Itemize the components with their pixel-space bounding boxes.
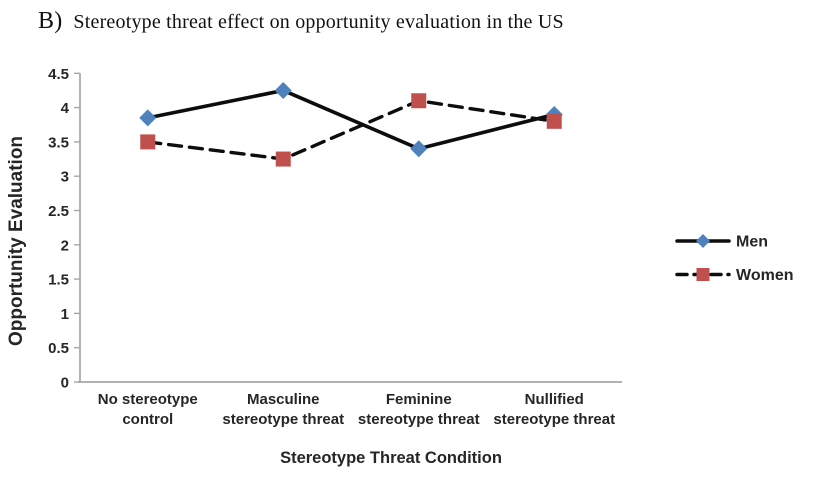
y-tick-label: 4 <box>61 100 70 117</box>
panel-label: B) <box>38 8 63 34</box>
legend-label-men: Men <box>736 234 768 251</box>
y-tick-label: 4.5 <box>48 66 69 83</box>
marker-men-0 <box>139 109 157 127</box>
marker-men-1 <box>274 81 292 99</box>
y-tick-label: 1 <box>61 306 69 323</box>
marker-women-3 <box>546 113 562 129</box>
chart-title: B) Stereotype threat effect on opportunit… <box>38 8 564 35</box>
y-tick-label: 2 <box>61 237 69 254</box>
x-axis-title: Stereotype Threat Condition <box>280 449 502 467</box>
y-tick-label: 2.5 <box>48 203 69 220</box>
legend-marker-women <box>696 268 710 281</box>
marker-women-1 <box>275 151 291 167</box>
y-axis-title: Opportunity Evaluation <box>6 136 27 346</box>
y-tick-label: 0.5 <box>48 340 69 357</box>
series-line-women <box>146 99 556 161</box>
x-category-label: Masculine stereotype threat <box>222 391 344 428</box>
marker-men-2 <box>410 140 428 158</box>
series-line-men <box>145 88 557 151</box>
chart-title-text: Stereotype threat effect on opportunity … <box>73 11 564 33</box>
x-category-label: No stereotype control <box>98 391 198 428</box>
x-category-label: Feminine stereotype threat <box>358 391 480 428</box>
y-tick-label: 3 <box>61 169 69 186</box>
legend-marker-men <box>696 234 710 248</box>
x-category-label: Nullified stereotype threat <box>493 391 615 428</box>
marker-women-2 <box>411 93 427 109</box>
y-tick-label: 0 <box>61 375 69 392</box>
y-tick-label: 3.5 <box>48 134 69 151</box>
legend-label-women: Women <box>736 267 793 284</box>
y-tick-label: 1.5 <box>48 272 69 289</box>
marker-women-0 <box>140 134 156 150</box>
